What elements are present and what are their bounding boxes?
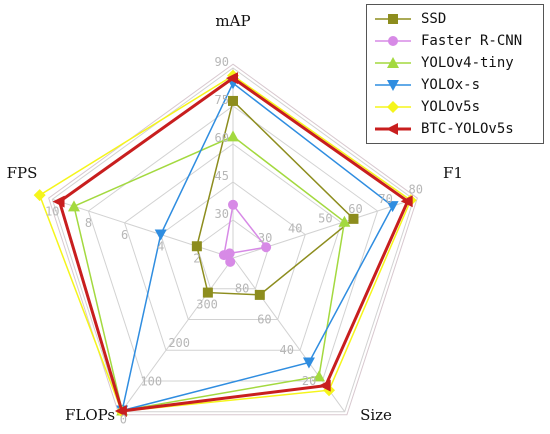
tick-label-f1-60: 60 xyxy=(348,202,362,216)
axis-label-f1: F1 xyxy=(443,164,463,182)
tick-label-flops-200: 200 xyxy=(168,336,190,350)
point-btc-yolov5s-fps xyxy=(52,195,65,208)
series-yolov4-tiny xyxy=(67,130,351,416)
grid-ring-4 xyxy=(87,105,379,382)
legend-marker-ssd xyxy=(388,14,398,24)
point-ssd-f1 xyxy=(348,213,359,224)
tick-label-flops-0: 0 xyxy=(120,413,127,427)
tick-label-map-45: 45 xyxy=(215,169,229,183)
point-yolox-s-f1 xyxy=(386,201,399,213)
tick-label-fps-6: 6 xyxy=(121,228,128,242)
series-ssd xyxy=(191,95,359,300)
point-faster-r-cnn-map xyxy=(228,199,238,210)
legend-swatch-yolov5s xyxy=(375,101,411,113)
tick-label-map-90: 90 xyxy=(215,55,229,69)
legend-label-ssd: SSD xyxy=(421,11,447,27)
tick-label-f1-80: 80 xyxy=(408,182,422,196)
legend: SSD Faster R-CNN YOLOv4-tiny YOLOx-s YOLOv5s… xyxy=(366,4,544,144)
tick-label-size-40: 40 xyxy=(280,343,294,357)
tick-label-map-30: 30 xyxy=(215,207,229,221)
tick-label-size-20: 20 xyxy=(302,374,316,388)
legend-marker-btc-yolov5s xyxy=(386,123,398,135)
legend-marker-yolov4-tiny xyxy=(387,57,399,68)
point-yolov4-tiny-fps xyxy=(67,200,80,212)
tick-label-fps-8: 8 xyxy=(85,216,92,230)
tick-label-fps-10: 10 xyxy=(45,204,59,218)
point-yolov5s-fps xyxy=(33,189,46,202)
tick-label-map-60: 60 xyxy=(215,131,229,145)
axis-label-fps: FPS xyxy=(7,164,38,182)
point-faster-r-cnn-flops xyxy=(225,256,236,267)
point-yolov4-tiny-f1 xyxy=(338,215,351,227)
tick-label-f1-30: 30 xyxy=(258,231,272,245)
tick-label-size-80: 80 xyxy=(235,282,249,296)
legend-marker-yolox-s xyxy=(387,80,399,91)
tick-label-f1-40: 40 xyxy=(288,221,302,235)
point-yolox-s-fps xyxy=(154,229,167,241)
legend-label-faster-r-cnn: Faster R-CNN xyxy=(421,33,523,49)
point-yolox-s-size xyxy=(302,357,315,369)
tick-label-flops-100: 100 xyxy=(140,374,162,388)
tick-label-map-75: 75 xyxy=(215,93,229,107)
series-line-yolov5s xyxy=(38,74,412,413)
series-yolov5s xyxy=(33,69,417,418)
legend-item-yolox-s: YOLOx-s xyxy=(373,74,537,96)
point-faster-r-cnn-fps xyxy=(218,250,229,261)
axis-spoke-fps xyxy=(52,198,234,259)
radar-grid xyxy=(48,63,418,416)
legend-marker-faster-r-cnn xyxy=(388,36,398,46)
legend-swatch-btc-yolov5s xyxy=(375,123,411,135)
point-btc-yolov5s-f1 xyxy=(400,195,413,208)
legend-item-btc-yolov5s: BTC-YOLOv5s xyxy=(373,118,537,140)
series-btc-yolov5s xyxy=(52,72,413,417)
legend-item-faster-r-cnn: Faster R-CNN xyxy=(373,30,537,52)
legend-item-ssd: SSD xyxy=(373,8,537,30)
series-line-yolov4-tiny xyxy=(73,135,346,412)
radar-series xyxy=(33,69,417,418)
point-yolov4-tiny-size xyxy=(312,370,325,382)
legend-swatch-ssd xyxy=(375,14,411,24)
legend-label-btc-yolov5s: BTC-YOLOv5s xyxy=(421,121,514,137)
point-faster-r-cnn-f1 xyxy=(261,242,272,253)
point-yolov4-tiny-map xyxy=(227,130,239,142)
legend-label-yolov5s: YOLOv5s xyxy=(421,99,481,115)
grid-ring-5 xyxy=(51,67,415,413)
point-ssd-fps xyxy=(191,241,202,252)
legend-item-yolov5s: YOLOv5s xyxy=(373,96,537,118)
series-line-btc-yolov5s xyxy=(57,76,410,413)
series-line-yolox-s xyxy=(121,82,394,412)
tick-label-f1-70: 70 xyxy=(378,192,392,206)
tick-label-f1-50: 50 xyxy=(318,212,332,226)
grid-ring-1 xyxy=(196,219,270,290)
legend-label-yolov4-tiny: YOLOv4-tiny xyxy=(421,55,514,71)
point-ssd-size xyxy=(254,289,265,300)
axis-label-map: mAP xyxy=(215,12,250,30)
point-btc-yolov5s-flops xyxy=(114,404,127,417)
grid-ring-3 xyxy=(123,143,343,351)
radar-labels: 30 45 60 75 90 30 40 50 60 70 80 80 60 40 20 300 200 100 0… xyxy=(7,12,463,427)
series-faster-r-cnn xyxy=(218,199,272,267)
legend-label-yolox-s: YOLOx-s xyxy=(421,77,481,93)
series-line-ssd xyxy=(196,99,355,296)
point-btc-yolov5s-size xyxy=(318,379,331,392)
grid-ring-2 xyxy=(160,181,306,320)
tick-label-flops-300: 300 xyxy=(196,297,218,311)
legend-marker-yolov5s xyxy=(387,101,399,113)
tick-label-fps-4: 4 xyxy=(157,240,164,254)
tick-label-fps-2: 2 xyxy=(193,251,200,265)
point-btc-yolov5s-map xyxy=(226,72,238,85)
point-ssd-flops xyxy=(202,287,213,298)
grid-ring-outer xyxy=(48,63,418,416)
axis-spoke-flops xyxy=(120,257,234,413)
tick-label-size-60: 60 xyxy=(257,312,271,326)
axis-label-flops: FLOPs xyxy=(65,406,115,424)
point-ssd-map xyxy=(228,95,238,106)
axis-label-size: Size xyxy=(360,406,392,424)
legend-swatch-yolov4-tiny xyxy=(375,57,411,68)
legend-item-yolov4-tiny: YOLOv4-tiny xyxy=(373,52,537,74)
legend-swatch-yolox-s xyxy=(375,80,411,91)
legend-swatch-faster-r-cnn xyxy=(375,36,411,46)
